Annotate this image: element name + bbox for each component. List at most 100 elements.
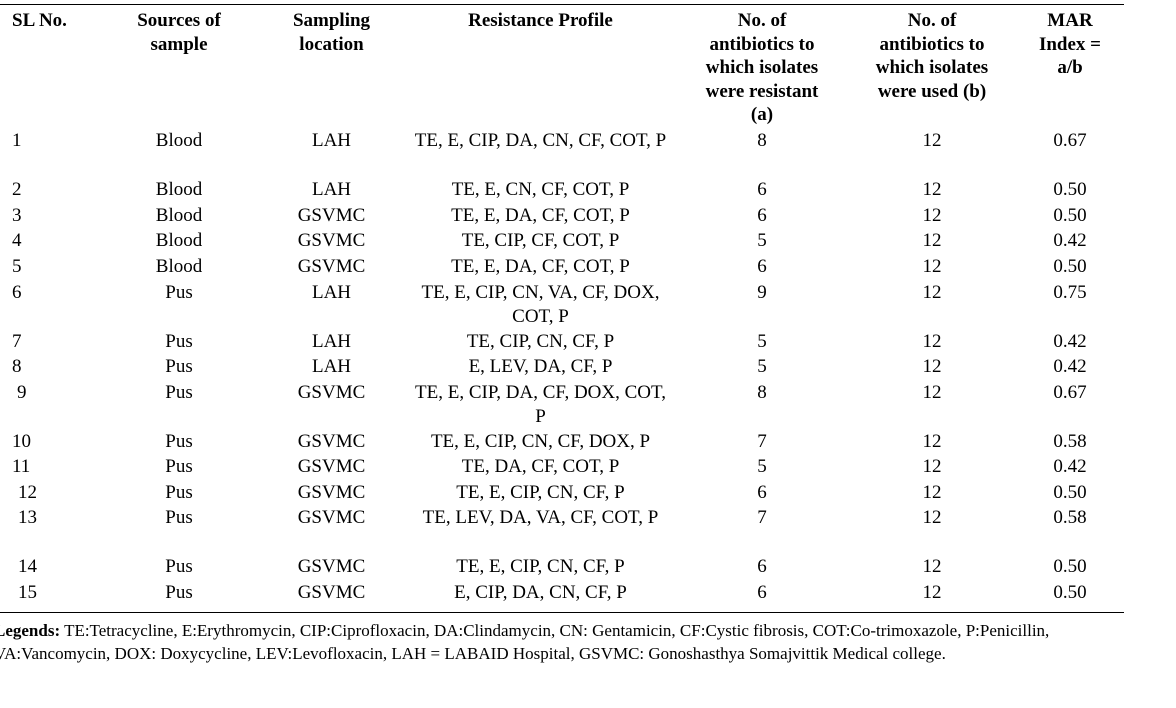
sl-no-cell: 11 [12, 456, 31, 477]
location-cell: LAH [311, 130, 352, 151]
sl-no-cell: 5 [12, 256, 22, 277]
header-sl-no: SL No. [12, 10, 67, 31]
resistant-count-cell: 6 [757, 582, 767, 603]
resistant-count-cell: 9 [757, 282, 767, 303]
location-cell: GSVMC [297, 431, 366, 452]
location-cell: LAH [311, 179, 352, 200]
location-cell: LAH [311, 356, 352, 377]
used-count-cell: 12 [922, 130, 942, 151]
mar-index-cell: 0.42 [1053, 356, 1087, 377]
source-cell: Pus [165, 331, 193, 352]
source-cell: Pus [165, 456, 193, 477]
resistant-count-cell: 7 [757, 431, 767, 452]
used-count-cell: 12 [922, 205, 942, 226]
location-cell: LAH [311, 331, 352, 352]
used-count-cell: 12 [922, 356, 942, 377]
sl-no-cell: 7 [12, 331, 22, 352]
source-cell: Blood [155, 230, 203, 251]
resistance-profile-cell: TE, E, CIP, CN, CF, P [456, 482, 625, 503]
resistance-profile-cell: TE, E, CIP, CN, VA, CF, DOX, COT, P [421, 282, 660, 327]
used-count-cell: 12 [922, 331, 942, 352]
mar-index-cell: 0.42 [1053, 230, 1087, 251]
header-mar-index: MAR Index = a/b [1038, 10, 1102, 78]
location-cell: GSVMC [297, 230, 366, 251]
mar-index-cell: 0.75 [1053, 282, 1087, 303]
resistant-count-cell: 7 [757, 507, 767, 528]
resistance-profile-cell: TE, E, CIP, CN, CF, P [456, 556, 625, 577]
mar-index-cell: 0.50 [1053, 179, 1087, 200]
resistance-profile-cell: TE, E, CN, CF, COT, P [451, 179, 630, 200]
source-cell: Pus [165, 431, 193, 452]
sl-no-cell: 1 [12, 130, 22, 151]
sl-no-cell: 9 [17, 382, 27, 403]
resistance-profile-cell: TE, E, DA, CF, COT, P [451, 205, 630, 226]
header-antibiotics-used: No. of antibiotics to which isolates wer… [875, 10, 989, 102]
location-cell: GSVMC [297, 507, 366, 528]
header-sampling-location: Sampling location [292, 10, 371, 55]
sl-no-cell: 10 [12, 431, 31, 452]
resistant-count-cell: 6 [757, 556, 767, 577]
resistant-count-cell: 6 [757, 205, 767, 226]
location-cell: GSVMC [297, 256, 366, 277]
mar-index-cell: 0.50 [1053, 556, 1087, 577]
sl-no-cell: 13 [18, 507, 37, 528]
resistance-profile-cell: TE, E, CIP, CN, CF, DOX, P [430, 431, 651, 452]
resistant-count-cell: 5 [757, 456, 767, 477]
location-cell: GSVMC [297, 582, 366, 603]
source-cell: Pus [165, 482, 193, 503]
resistance-profile-cell: TE, DA, CF, COT, P [461, 456, 620, 477]
used-count-cell: 12 [922, 179, 942, 200]
location-cell: GSVMC [297, 205, 366, 226]
source-cell: Pus [165, 556, 193, 577]
resistant-count-cell: 8 [757, 130, 767, 151]
sl-no-cell: 3 [12, 205, 22, 226]
resistant-count-cell: 6 [757, 256, 767, 277]
mar-index-cell: 0.67 [1053, 130, 1087, 151]
mar-index-cell: 0.50 [1053, 482, 1087, 503]
source-cell: Blood [155, 205, 203, 226]
resistant-count-cell: 5 [757, 356, 767, 377]
header-sources-of-sample: Sources of sample [137, 10, 221, 55]
resistance-profile-cell: TE, LEV, DA, VA, CF, COT, P [422, 507, 659, 528]
used-count-cell: 12 [922, 482, 942, 503]
legend-text: TE:Tetracycline, E:Erythromycin, CIP:Cip… [0, 621, 1050, 663]
source-cell: Pus [165, 382, 193, 403]
mar-index-cell: 0.50 [1053, 205, 1087, 226]
resistant-count-cell: 5 [757, 331, 767, 352]
resistance-profile-cell: TE, CIP, CN, CF, P [466, 331, 615, 352]
location-cell: GSVMC [297, 456, 366, 477]
resistance-profile-cell: E, LEV, DA, CF, P [468, 356, 613, 377]
resistance-profile-cell: TE, CIP, CF, COT, P [461, 230, 620, 251]
mar-index-cell: 0.42 [1053, 456, 1087, 477]
location-cell: GSVMC [297, 482, 366, 503]
source-cell: Blood [155, 130, 203, 151]
used-count-cell: 12 [922, 256, 942, 277]
used-count-cell: 12 [922, 507, 942, 528]
sl-no-cell: 8 [12, 356, 22, 377]
resistant-count-cell: 5 [757, 230, 767, 251]
used-count-cell: 12 [922, 556, 942, 577]
resistance-profile-cell: TE, E, CIP, DA, CN, CF, COT, P [414, 130, 667, 151]
sl-no-cell: 4 [12, 230, 22, 251]
legend-label: Legends: [0, 621, 61, 640]
source-cell: Pus [165, 507, 193, 528]
sl-no-cell: 6 [12, 282, 22, 303]
location-cell: GSVMC [297, 382, 366, 403]
sl-no-cell: 14 [18, 556, 37, 577]
resistant-count-cell: 8 [757, 382, 767, 403]
resistant-count-cell: 6 [757, 482, 767, 503]
location-cell: LAH [311, 282, 352, 303]
resistance-profile-cell: E, CIP, DA, CN, CF, P [454, 582, 627, 603]
used-count-cell: 12 [922, 382, 942, 403]
source-cell: Pus [165, 282, 193, 303]
mar-index-cell: 0.58 [1053, 431, 1087, 452]
sl-no-cell: 12 [18, 482, 37, 503]
source-cell: Blood [155, 179, 203, 200]
mar-index-cell: 0.58 [1053, 507, 1087, 528]
mar-index-cell: 0.50 [1053, 256, 1087, 277]
sl-no-cell: 2 [12, 179, 22, 200]
location-cell: GSVMC [297, 556, 366, 577]
resistance-profile-cell: TE, E, DA, CF, COT, P [451, 256, 630, 277]
used-count-cell: 12 [922, 456, 942, 477]
used-count-cell: 12 [922, 230, 942, 251]
